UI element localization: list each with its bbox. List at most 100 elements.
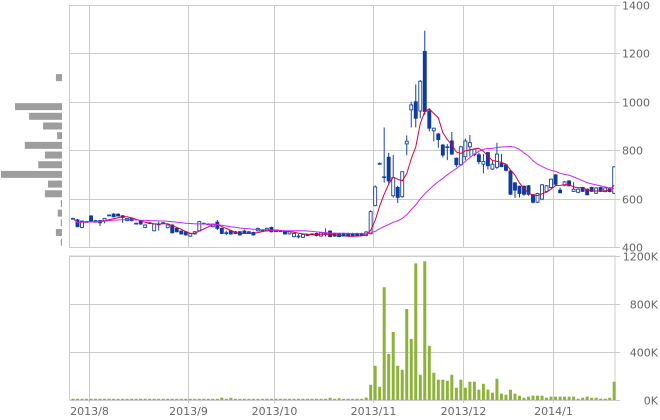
volume-bar	[481, 383, 485, 400]
volume-bar	[445, 380, 449, 400]
volume-bar	[558, 396, 562, 400]
candle-up	[292, 232, 296, 238]
volume-bar	[98, 398, 102, 400]
volume-tick-label: 400K	[630, 347, 659, 360]
candle-up	[481, 161, 486, 165]
volume-bar	[554, 396, 558, 400]
price-tick-label: 1400	[622, 0, 650, 13]
volume-bar	[328, 397, 332, 400]
volume-bar	[71, 398, 75, 400]
candle-down	[386, 156, 391, 182]
candle-up	[458, 146, 463, 166]
candle-up	[467, 142, 472, 148]
volume-bar	[233, 398, 237, 400]
volume-bar	[274, 398, 278, 400]
candle-up	[305, 234, 310, 237]
candle-up	[368, 211, 373, 235]
volume-profile-bar	[47, 180, 62, 188]
volume-bar	[477, 389, 481, 400]
candle-up	[197, 221, 202, 232]
volume-profile-bar	[57, 209, 62, 217]
x-tick-label: 2013/8	[70, 405, 109, 418]
candle-up	[431, 127, 436, 132]
volume-bar	[373, 365, 377, 400]
candle-up	[409, 104, 414, 111]
volume-bar	[378, 386, 382, 400]
candle-up	[377, 163, 382, 165]
x-tick-label: 2014/1	[534, 405, 573, 418]
volume-bar	[608, 397, 612, 400]
volume-bar	[405, 309, 409, 400]
volume-bar	[184, 398, 188, 400]
candle-down	[553, 174, 558, 185]
volume-bar	[85, 398, 89, 400]
volume-bar	[590, 397, 594, 400]
volume-bar	[513, 393, 517, 400]
candle-down	[111, 213, 116, 218]
volume-bar	[287, 398, 291, 400]
volume-bar	[148, 398, 152, 400]
candle-up	[603, 187, 608, 193]
volume-bar	[89, 398, 93, 400]
volume-bar	[454, 387, 458, 400]
volume-bar	[342, 398, 346, 400]
volume-bar	[301, 398, 305, 400]
candle-down	[219, 227, 224, 234]
volume-bar	[423, 261, 427, 400]
volume-bar	[472, 381, 476, 400]
volume-bar	[112, 398, 116, 400]
volume-bar	[508, 389, 512, 400]
candle-up	[549, 178, 554, 188]
volume-profile-bar	[1, 170, 62, 178]
volume-bar	[202, 398, 206, 400]
volume-bar	[319, 398, 323, 400]
volume-bar	[283, 398, 287, 400]
volume-bar	[269, 398, 273, 400]
candle-down	[526, 185, 531, 195]
volume-bar	[432, 372, 436, 400]
candle-down	[585, 188, 590, 196]
volume-bar	[197, 398, 201, 400]
volume-bar	[139, 398, 143, 400]
candle-down	[116, 213, 121, 217]
candle-up	[301, 233, 305, 238]
candle-down	[531, 194, 535, 203]
volume-bar	[215, 398, 219, 400]
volume-profile-bar	[57, 132, 62, 140]
candle-up	[382, 176, 387, 179]
volume-bar	[396, 365, 400, 400]
volume-bar	[391, 331, 395, 400]
candle-up	[535, 193, 540, 203]
price-tick-label: 400	[622, 242, 643, 255]
candle-up	[571, 188, 576, 192]
volume-bar	[265, 398, 269, 400]
x-tick-label: 2013/11	[351, 405, 397, 418]
volume-bar	[170, 398, 174, 400]
candle-up	[134, 222, 139, 225]
volume-bar	[251, 398, 255, 400]
volume-bar	[211, 398, 215, 400]
volume-bar	[333, 398, 337, 400]
volume-bar	[220, 397, 224, 400]
volume-bar	[121, 398, 125, 400]
candle-down	[476, 154, 481, 163]
volume-panel	[69, 255, 616, 401]
volume-bar	[468, 381, 472, 400]
volume-bar	[409, 338, 413, 400]
volume-bar	[306, 398, 310, 400]
volume-bar	[292, 398, 296, 400]
candle-down	[413, 101, 418, 119]
candle-down	[567, 180, 572, 187]
volume-profile-bar	[15, 103, 63, 111]
candle-up	[418, 80, 423, 112]
candle-down	[454, 157, 459, 166]
volume-bar	[486, 389, 490, 400]
volume-bar	[463, 387, 467, 400]
volume-bar	[315, 398, 319, 400]
volume-bar	[436, 379, 440, 400]
x-tick-label: 2013/10	[252, 405, 298, 418]
candle-up	[544, 185, 549, 193]
volume-bar	[360, 398, 364, 400]
volume-bar	[585, 396, 589, 400]
volume-bar	[387, 353, 391, 400]
